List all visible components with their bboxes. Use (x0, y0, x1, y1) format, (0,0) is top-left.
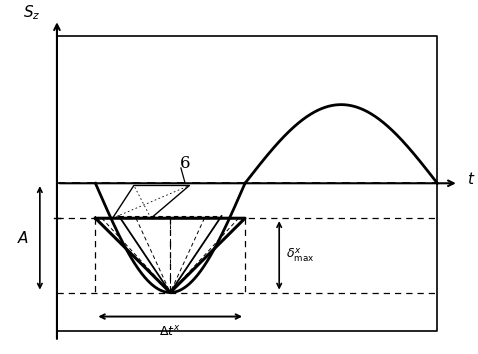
Text: $\delta_{\max}^{x}$: $\delta_{\max}^{x}$ (286, 247, 314, 264)
Text: 6: 6 (180, 155, 190, 172)
Text: $A$: $A$ (17, 230, 29, 246)
Text: $t$: $t$ (467, 171, 476, 187)
Text: $S_z$: $S_z$ (22, 3, 40, 22)
Text: $\Delta t^{x}$: $\Delta t^{x}$ (160, 325, 181, 339)
